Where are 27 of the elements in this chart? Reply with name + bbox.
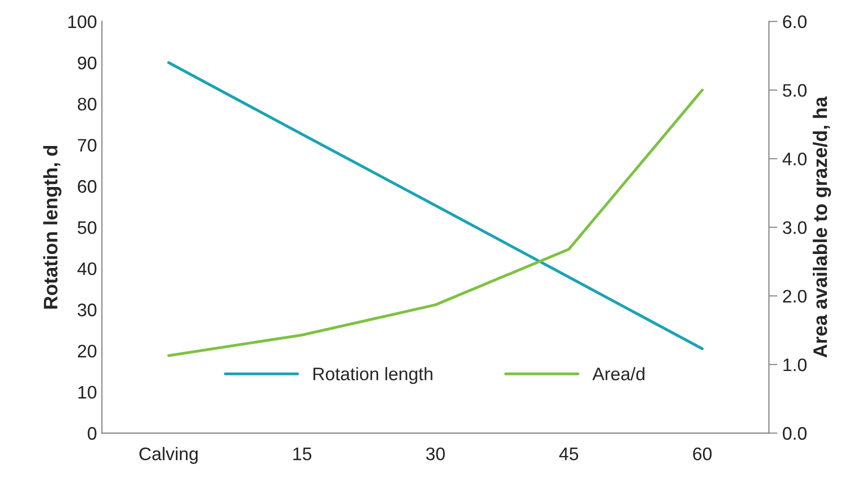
x-tick-label: 30 <box>426 447 445 460</box>
y-tick-label: 90 <box>78 56 96 70</box>
y-tick-label: 70 <box>78 138 96 152</box>
y-tick-label: 20 <box>78 344 96 358</box>
y-tick-label: 60 <box>78 180 96 193</box>
x-tick-label: 15 <box>293 448 312 460</box>
y-tick-label: 10 <box>78 386 96 399</box>
y2-tick-label: 6.0 <box>783 15 807 28</box>
y2-tick-label: 5.0 <box>782 84 807 97</box>
x-tick-label: 60 <box>693 447 712 460</box>
y-tick-label: 30 <box>78 304 96 316</box>
x-tick-label: 45 <box>559 448 578 460</box>
y-tick-label: 0 <box>88 427 96 440</box>
y-tick-label: 100 <box>68 15 96 28</box>
y-axis-title: Rotation length, d <box>43 146 62 309</box>
y2-tick-label: 3.0 <box>782 221 807 234</box>
x-tick-label: Calving <box>139 447 198 464</box>
y-tick-label: 50 <box>78 221 96 234</box>
y2-tick-label: 4.0 <box>782 152 807 166</box>
y2-tick-label: 0.0 <box>782 427 807 440</box>
y2-axis-title: Area available to graze/d, ha <box>812 96 832 358</box>
y-tick-label: 80 <box>78 98 96 111</box>
legend-label: Area/d <box>592 367 644 380</box>
y-tick-label: 40 <box>77 262 96 276</box>
y2-tick-label: 1.0 <box>784 358 807 372</box>
y2-tick-label: 2.0 <box>783 290 807 303</box>
legend-label: Rotation length <box>314 367 432 384</box>
